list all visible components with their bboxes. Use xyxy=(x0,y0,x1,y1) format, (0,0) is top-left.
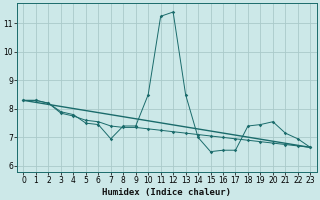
X-axis label: Humidex (Indice chaleur): Humidex (Indice chaleur) xyxy=(102,188,231,197)
